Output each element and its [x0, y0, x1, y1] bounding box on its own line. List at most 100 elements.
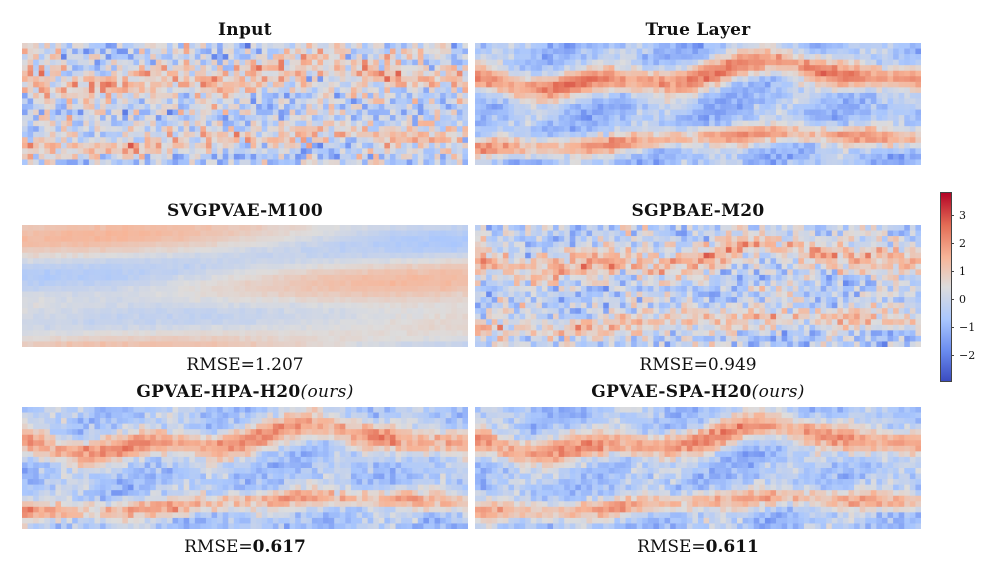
- heatmap-cell: [166, 225, 173, 231]
- heatmap-cell: [83, 48, 90, 55]
- heatmap-cell: [859, 109, 866, 116]
- heatmap-cell: [423, 48, 430, 55]
- heatmap-cell: [373, 302, 380, 309]
- heatmap-cell: [558, 120, 565, 127]
- heatmap-cell: [480, 81, 487, 88]
- heatmap-cell: [389, 115, 396, 121]
- heatmap-cell: [22, 48, 28, 55]
- heatmap-cell: [865, 43, 872, 49]
- heatmap-cell: [703, 115, 710, 121]
- heatmap-cell: [127, 324, 134, 331]
- heatmap-cell: [289, 159, 296, 165]
- heatmap-cell: [49, 131, 56, 138]
- heatmap-cell: [389, 153, 396, 160]
- heatmap-cell: [55, 137, 62, 144]
- heatmap-cell: [155, 54, 162, 60]
- heatmap-cell: [475, 59, 481, 66]
- heatmap-cell: [22, 104, 28, 110]
- heatmap-cell: [670, 120, 677, 127]
- heatmap-cell: [83, 92, 90, 99]
- heatmap-cell: [434, 258, 441, 265]
- heatmap-cell: [172, 274, 179, 281]
- heatmap-cell: [658, 120, 665, 127]
- heatmap-cell: [675, 76, 682, 83]
- heatmap-cell: [100, 302, 106, 309]
- heatmap-cell: [373, 65, 380, 72]
- heatmap-cell: [161, 70, 168, 77]
- heatmap-cell: [139, 225, 145, 231]
- heatmap-cell: [670, 109, 677, 116]
- heatmap-cell: [412, 269, 419, 276]
- heatmap-cell: [395, 319, 402, 326]
- heatmap-cell: [350, 274, 357, 281]
- heatmap-cell: [49, 241, 56, 248]
- heatmap-cell: [200, 308, 207, 315]
- heatmap-cell: [233, 274, 240, 281]
- heatmap-cell: [462, 225, 468, 231]
- heatmap-cell: [636, 43, 643, 49]
- heatmap-cell: [172, 126, 179, 133]
- heatmap-cell: [172, 241, 179, 248]
- heatmap-cell: [350, 291, 357, 298]
- heatmap-cell: [256, 236, 263, 242]
- heatmap-cell: [787, 98, 794, 105]
- heatmap-cell: [720, 54, 727, 60]
- heatmap-cell: [831, 126, 838, 133]
- heatmap-cell: [423, 297, 430, 303]
- heatmap-cell: [345, 319, 352, 326]
- heatmap-cell: [217, 142, 224, 149]
- heatmap-cell: [837, 76, 844, 83]
- heatmap-cell: [189, 247, 196, 254]
- heatmap-cell: [597, 48, 604, 55]
- heatmap-cell: [631, 70, 637, 77]
- heatmap-cell: [592, 87, 598, 94]
- heatmap-cell: [127, 269, 134, 276]
- heatmap-cell: [514, 76, 520, 83]
- heatmap-cell: [491, 92, 498, 99]
- heatmap-cell: [250, 48, 257, 55]
- heatmap-cell: [417, 269, 424, 276]
- heatmap-cell: [306, 92, 313, 99]
- heatmap-cell: [373, 115, 380, 121]
- heatmap-cell: [178, 104, 184, 110]
- heatmap-cell: [770, 126, 777, 133]
- heatmap-cell: [647, 142, 654, 149]
- heatmap-cell: [233, 230, 240, 237]
- heatmap-cell: [597, 98, 604, 105]
- heatmap-cell: [245, 65, 251, 72]
- heatmap-cell: [653, 76, 660, 83]
- heatmap-cell: [72, 269, 79, 276]
- heatmap-cell: [792, 70, 799, 77]
- heatmap-cell: [317, 241, 324, 248]
- heatmap-cell: [592, 43, 598, 49]
- heatmap-cell: [306, 247, 313, 254]
- heatmap-cell: [272, 65, 279, 72]
- heatmap-cell: [462, 109, 468, 116]
- heatmap-cell: [77, 313, 84, 320]
- heatmap-cell: [284, 148, 290, 155]
- heatmap-cell: [781, 153, 788, 160]
- heatmap-cell: [272, 159, 279, 165]
- heatmap-cell: [412, 297, 419, 303]
- heatmap-cell: [737, 142, 743, 149]
- heatmap-cell: [111, 291, 118, 298]
- heatmap-cell: [553, 153, 559, 160]
- heatmap-cell: [211, 236, 218, 242]
- heatmap-cell: [642, 137, 649, 144]
- heatmap-cell: [116, 70, 123, 77]
- heatmap-cell: [94, 126, 101, 133]
- heatmap-cell: [111, 115, 118, 121]
- heatmap-cell: [323, 115, 329, 121]
- heatmap-cell: [116, 104, 123, 110]
- heatmap-cell: [345, 142, 352, 149]
- heatmap-cell: [33, 230, 40, 237]
- heatmap-cell: [445, 81, 452, 88]
- heatmap-cell: [144, 280, 151, 287]
- heatmap-cell: [881, 65, 888, 72]
- heatmap-cell: [317, 274, 324, 281]
- heatmap-cell: [519, 43, 526, 49]
- heatmap-cell: [475, 120, 481, 127]
- heatmap-cell: [536, 137, 543, 144]
- heatmap-cell: [915, 43, 921, 49]
- heatmap-cell: [764, 153, 771, 160]
